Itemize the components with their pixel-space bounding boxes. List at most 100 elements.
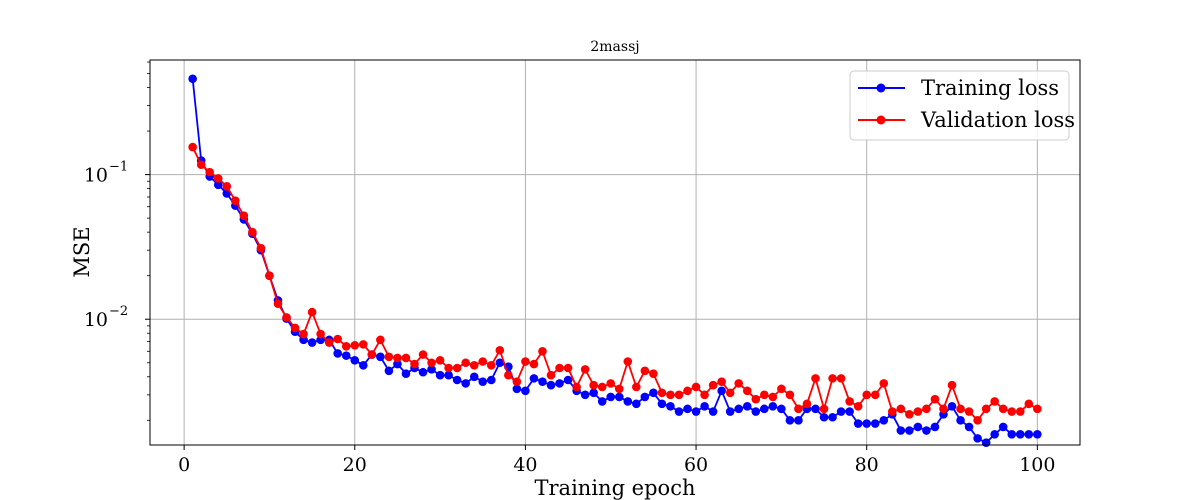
series-1-point-55 [649, 369, 658, 379]
series-1-point-99 [1024, 399, 1034, 409]
series-0-point-53 [632, 399, 641, 409]
series-0-point-86 [913, 422, 923, 432]
series-0-point-60 [691, 407, 701, 416]
series-1-point-81 [870, 390, 880, 400]
series-1-point-90 [947, 380, 957, 390]
series-1-point-71 [785, 390, 795, 400]
series-0-point-76 [828, 412, 837, 422]
x-tick-label-4: 80 [855, 454, 879, 476]
series-1-point-68 [760, 390, 769, 400]
x-tick-label-5: 100 [1019, 454, 1055, 476]
series-0-point-41 [529, 374, 539, 383]
series-1-point-76 [828, 374, 837, 383]
series-0-point-42 [538, 377, 547, 386]
series-1-point-58 [674, 390, 684, 400]
series-1-point-14 [299, 329, 308, 339]
series-1-point-88 [930, 394, 940, 404]
series-0-point-34 [469, 372, 479, 382]
series-1-point-70 [777, 384, 786, 394]
series-1-point-75 [819, 404, 829, 414]
series-1-point-92 [964, 407, 974, 416]
series-1-point-44 [555, 363, 564, 373]
series-1-point-72 [794, 404, 803, 414]
series-0-point-37 [495, 358, 505, 368]
series-1-point-22 [367, 350, 377, 359]
series-1-point-42 [538, 347, 547, 356]
series-1-point-46 [572, 382, 581, 392]
legend-label-validation: Validation loss [920, 108, 1075, 132]
series-1-point-50 [606, 379, 616, 388]
series-1-point-5 [222, 182, 232, 191]
series-1-point-95 [990, 397, 999, 406]
series-1-point-45 [563, 363, 573, 373]
series-1-point-26 [401, 353, 411, 363]
series-1-point-89 [939, 404, 948, 414]
series-0-point-79 [853, 419, 863, 428]
series-0-point-77 [836, 407, 846, 416]
series-1-point-37 [495, 345, 505, 355]
series-0-point-4 [213, 180, 223, 190]
series-0-point-82 [879, 416, 889, 425]
series-0-point-44 [555, 379, 564, 388]
series-1-point-74 [811, 374, 820, 383]
y-tick-exponent-0: −1 [109, 160, 128, 175]
series-0-point-54 [640, 392, 650, 402]
series-1-point-10 [265, 271, 274, 280]
series-1-point-23 [376, 335, 385, 345]
y-tick-exponent-1: −2 [109, 304, 128, 319]
series-0-point-75 [819, 412, 829, 422]
series-1-point-24 [384, 352, 394, 362]
series-1-point-100 [1033, 404, 1042, 414]
series-0-point-23 [376, 352, 385, 362]
series-layer [188, 74, 1042, 448]
series-0-point-30 [435, 370, 445, 380]
series-1-point-53 [632, 382, 641, 392]
series-1-point-21 [359, 340, 368, 349]
series-0-point-31 [444, 370, 453, 380]
series-1-point-33 [461, 358, 470, 368]
legend-entry-validation: Validation loss [858, 108, 1075, 132]
series-0-point-81 [870, 419, 880, 428]
series-1-point-18 [333, 334, 343, 344]
series-0-point-93 [973, 434, 982, 443]
series-0-point-33 [461, 379, 470, 388]
series-1-point-20 [350, 341, 360, 350]
series-0-point-59 [683, 404, 692, 414]
series-0-point-55 [649, 388, 658, 398]
series-0-point-78 [845, 407, 854, 416]
series-0-point-88 [930, 422, 940, 432]
series-0-point-64 [725, 407, 735, 416]
series-0-point-20 [350, 355, 360, 365]
series-0-point-98 [1015, 430, 1025, 439]
series-1-point-80 [862, 390, 871, 400]
chart-title: 2massj [590, 39, 639, 55]
series-1-point-43 [546, 370, 556, 380]
plot-area-frame [149, 59, 1081, 446]
series-1-point-82 [879, 379, 889, 388]
series-1-point-13 [290, 323, 300, 333]
series-1-point-12 [282, 313, 291, 322]
series-1-point-96 [998, 404, 1008, 414]
series-0-point-100 [1033, 430, 1042, 439]
series-1-point-38 [504, 370, 513, 380]
series-1-point-56 [657, 388, 667, 398]
series-1-point-28 [418, 350, 428, 359]
x-tick-label-3: 60 [684, 454, 708, 476]
series-1-point-73 [802, 399, 812, 409]
series-0-point-65 [734, 404, 744, 414]
series-1-point-15 [307, 307, 317, 317]
series-1-point-17 [324, 338, 334, 347]
series-1-point-29 [427, 358, 436, 368]
series-0-point-67 [751, 407, 761, 416]
series-1-point-69 [768, 392, 778, 402]
series-0-point-56 [657, 399, 667, 409]
series-0-point-91 [956, 416, 965, 425]
series-0-point-36 [486, 375, 496, 385]
series-0-point-28 [418, 367, 428, 377]
series-0-point-85 [905, 426, 914, 435]
series-0-point-50 [606, 392, 616, 402]
series-1-point-63 [717, 377, 726, 386]
series-1-point-60 [691, 382, 701, 392]
series-1-point-27 [410, 359, 419, 369]
